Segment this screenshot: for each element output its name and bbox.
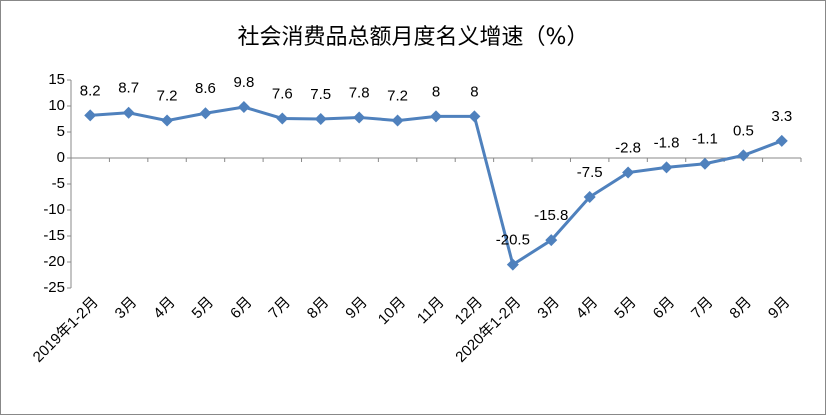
- data-label: -2.8: [615, 140, 641, 157]
- data-label: 8: [432, 83, 440, 100]
- y-tick-label: -5: [52, 175, 65, 192]
- data-label: 8: [470, 83, 478, 100]
- data-label: 7.8: [349, 84, 370, 101]
- data-point: [122, 106, 135, 119]
- data-point: [545, 234, 558, 247]
- data-label: 3.3: [771, 108, 792, 125]
- data-point: [430, 110, 442, 123]
- y-tick-label: 5: [57, 123, 65, 140]
- data-point: [775, 134, 788, 147]
- data-point: [314, 113, 327, 125]
- data-point: [622, 166, 635, 179]
- chart-title: 社会消费品总额月度名义增速（%）: [238, 25, 589, 50]
- data-point: [237, 101, 250, 114]
- data-label: -7.5: [577, 164, 603, 181]
- data-point: [161, 114, 174, 127]
- data-label: 8.2: [80, 82, 101, 99]
- data-label: 9.8: [233, 74, 254, 91]
- data-label: 7.2: [157, 88, 178, 105]
- data-point: [199, 107, 212, 120]
- data-label: -15.8: [534, 207, 568, 224]
- data-point: [276, 112, 289, 125]
- data-point: [737, 149, 750, 162]
- y-tick-label: 0: [57, 149, 65, 166]
- data-point: [583, 191, 596, 203]
- y-tick-label: -25: [43, 279, 65, 296]
- data-label: -1.1: [692, 131, 718, 148]
- y-tick-label: 15: [48, 71, 65, 88]
- y-tick-label: -20: [43, 253, 65, 270]
- data-label: -20.5: [496, 232, 530, 249]
- data-point: [468, 110, 481, 123]
- y-tick-label: -10: [43, 201, 65, 218]
- data-label: 7.5: [310, 86, 331, 103]
- data-label: 0.5: [733, 122, 754, 139]
- data-label: 8.7: [118, 80, 139, 97]
- data-label: -1.8: [654, 134, 680, 151]
- data-point: [391, 114, 404, 127]
- data-point: [660, 161, 673, 174]
- data-point: [84, 109, 97, 122]
- data-label: 7.2: [387, 88, 408, 105]
- data-point: [506, 258, 519, 271]
- data-label: 8.6: [195, 80, 216, 97]
- data-point: [698, 157, 711, 170]
- y-tick-label: -15: [43, 227, 65, 244]
- y-tick-label: 10: [48, 97, 65, 114]
- data-point: [353, 111, 366, 124]
- data-label: 7.6: [272, 85, 293, 102]
